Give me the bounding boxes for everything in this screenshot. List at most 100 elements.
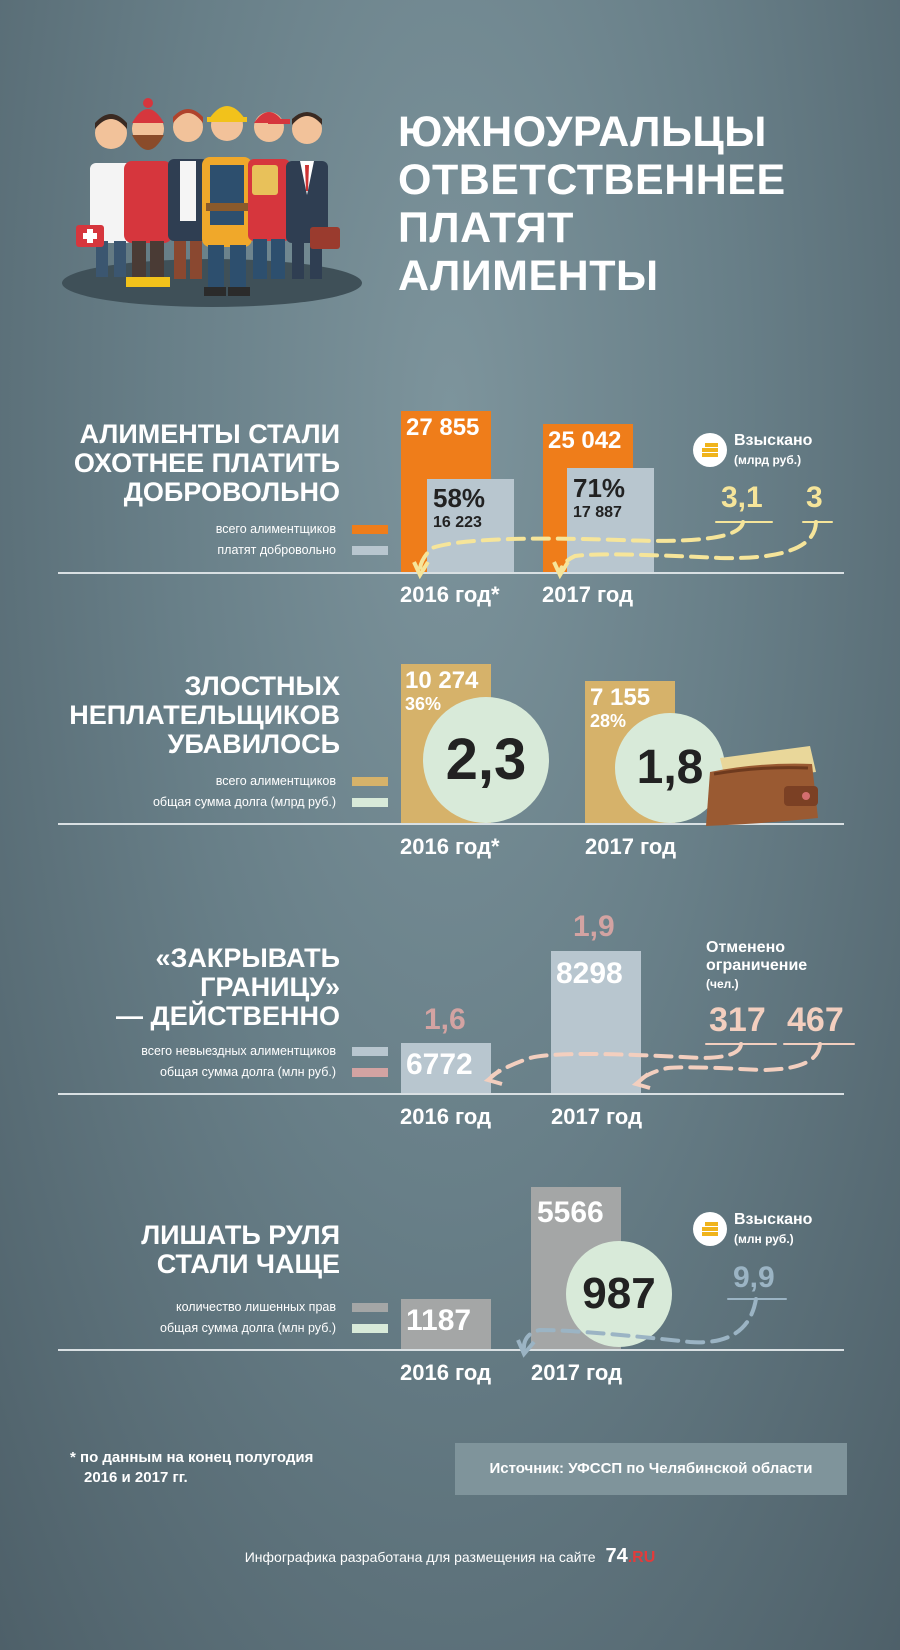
lumberjack-figure [124,98,172,287]
cancelled-value-2016: 317 [709,1001,766,1039]
cap-worker-figure [248,112,290,279]
footnote-line: * по данным на конец полугодия [70,1449,314,1466]
year-label: 2017 год [531,1360,623,1385]
legend-swatch [352,1068,388,1077]
legend-label: количество лишенных прав [175,1300,336,1314]
bar-voluntary-2016 [427,479,514,572]
section-title-line: ОХОТНЕЕ ПЛАТИТЬ [73,448,340,478]
footnote: * по данным на конец полугодия 2016 и 20… [70,1448,313,1488]
logo-domain: .RU [627,1549,656,1566]
debt-circle-2016: 2,3 [423,697,549,823]
section1-title: АЛИМЕНТЫ СТАЛИ ОХОТНЕЕ ПЛАТИТЬ ДОБРОВОЛЬ… [20,420,340,507]
percent-voluntary-2016: 58% [433,483,486,513]
recovered-label: Взыскано [734,1211,813,1228]
section-title-line: ГРАНИЦУ» [200,972,340,1002]
value-license-2016: 1187 [406,1304,472,1337]
legend-swatch [352,1324,388,1333]
legend-total-debtors: всего алиментщиков [215,521,388,537]
section-title-line: ЗЛОСТНЫХ [184,671,340,701]
footnote-line: 2016 и 2017 гг. [84,1469,188,1486]
section-title-line: «ЗАКРЫВАТЬ [155,943,340,973]
value-voluntary-2016: 16 223 [433,514,482,531]
value-malicious-2017: 7 155 [590,684,651,711]
debt-circle-2017: 1,8 [615,713,725,823]
bar-travel-ban-2016 [401,1043,491,1093]
section1-baseline [58,572,844,574]
bar-license-2016 [401,1299,491,1349]
title-line: ЮЖНОУРАЛЬЦЫ [398,108,767,156]
cancelled-value-2017: 467 [787,1001,844,1039]
value-total-2017: 25 042 [548,427,622,454]
legend-swatch [352,798,388,807]
legend-label: общая сумма долга (млн руб.) [160,1321,336,1335]
legend-swatch [352,777,388,786]
legend-label: всего алиментщиков [215,522,336,536]
year-label: 2017 год [585,834,677,859]
debt-circle-license-2017: 987 [566,1241,672,1347]
year-label: 2017 год [542,582,634,607]
section-title-line: ДОБРОВОЛЬНО [123,477,340,507]
legend-license-revoked: количество лишенных прав [175,1299,388,1315]
value-travel-ban-2016: 6772 [406,1048,473,1081]
cancelled-label: Отменено ограничение [706,939,807,975]
section3-baseline [58,1093,844,1095]
legend-label: общая сумма долга (млн руб.) [160,1065,336,1079]
workers-illustration [62,98,362,307]
recovered-unit: (млн руб.) [734,1232,794,1246]
legend-travel-ban: всего невыездных алиментщиков [141,1043,388,1059]
section-title-line: УБАВИЛОСЬ [167,729,340,759]
section4-baseline [58,1349,844,1351]
recovered-value-2017: 3 [806,481,823,514]
legend-label: общая сумма долга (млрд руб.) [152,795,336,809]
wallet-icon [706,746,818,826]
legend-label: всего алиментщиков [215,774,336,788]
section-title-line: СТАЛИ ЧАЩЕ [156,1249,340,1279]
cancelled-unit: (чел.) [706,977,739,991]
legend-debt-mln: общая сумма долга (млн руб.) [160,1064,388,1080]
logo-number: 74 [605,1545,628,1567]
percent-voluntary-2017: 71% [573,473,626,503]
percent-malicious-2017: 28% [590,711,627,731]
recovered-unit: (млрд руб.) [734,453,802,467]
section-title-line: НЕПЛАТЕЛЬЩИКОВ [69,700,340,730]
footer-credit: Инфографика разработана для размещения н… [0,1545,900,1568]
section4-title: ЛИШАТЬ РУЛЯ СТАЛИ ЧАЩЕ [20,1221,340,1279]
year-label: 2017 год [551,1104,643,1129]
value-license-2017: 5566 [537,1196,604,1229]
debt-value-2016: 1,6 [424,1003,466,1036]
section-title-line: АЛИМЕНТЫ СТАЛИ [79,419,340,449]
legend-label: платят добровольно [217,543,336,557]
debt-value-2017: 1,9 [573,910,615,943]
value-travel-ban-2017: 8298 [556,957,623,990]
year-label: 2016 год* [400,834,500,859]
legend-swatch [352,1303,388,1312]
young-man-figure [168,109,208,279]
cancelled-label-line: Отменено [706,939,786,956]
doctor-figure [76,114,132,277]
cancelled-label-line: ограничение [706,957,808,974]
title-line: ОТВЕТСТВЕННЕЕ [398,156,786,204]
coins-icon [693,433,727,467]
year-label: 2016 год [400,1104,492,1129]
legend-debt-total: общая сумма долга (млрд руб.) [152,794,388,810]
bar-travel-ban-2017 [551,951,641,1093]
source-box: Источник: УФССП по Челябинской области [455,1443,847,1495]
site-logo[interactable]: 74.RU [605,1545,655,1567]
businessman-figure [286,112,340,279]
section2-title: ЗЛОСТНЫХ НЕПЛАТЕЛЬЩИКОВ УБАВИЛОСЬ [20,672,340,759]
legend-swatch [352,546,388,555]
section2-baseline [58,823,844,825]
legend-swatch [352,525,388,534]
title-line: АЛИМЕНТЫ [398,252,659,300]
percent-malicious-2016: 36% [405,694,442,714]
section-title-line: ЛИШАТЬ РУЛЯ [141,1220,340,1250]
legend-debt-mln-2: общая сумма долга (млн руб.) [160,1320,388,1336]
value-voluntary-2017: 17 887 [573,504,622,521]
section3-title: «ЗАКРЫВАТЬ ГРАНИЦУ» — ДЕЙСТВЕННО [20,944,340,1031]
section-title-line: — ДЕЙСТВЕННО [116,1001,340,1031]
value-total-2016: 27 855 [406,414,480,441]
coins-icon [693,1212,727,1246]
main-title: ЮЖНОУРАЛЬЦЫ ОТВЕТСТВЕННЕЕ ПЛАТЯТ АЛИМЕНТ… [398,108,878,300]
